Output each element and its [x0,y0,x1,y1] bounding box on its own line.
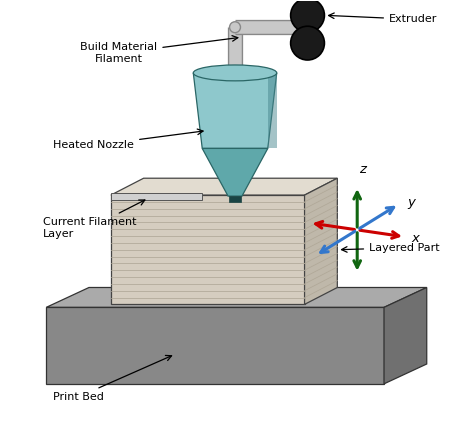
Polygon shape [202,149,268,196]
Polygon shape [305,178,337,304]
Circle shape [291,26,324,60]
Polygon shape [268,73,277,149]
Polygon shape [229,196,241,202]
Text: Build Material
Filament: Build Material Filament [80,36,238,64]
Polygon shape [193,73,277,149]
Text: Heated Nozzle: Heated Nozzle [53,129,203,150]
Polygon shape [46,288,427,307]
Text: Print Bed: Print Bed [53,355,172,402]
Text: Layered Part: Layered Part [341,243,440,253]
Polygon shape [384,288,427,384]
Polygon shape [46,307,384,384]
Text: Current Filament
Layer: Current Filament Layer [43,200,145,239]
Text: y: y [407,196,415,208]
Polygon shape [111,195,305,304]
Text: x: x [411,232,419,245]
Text: Extruder: Extruder [328,13,438,24]
Polygon shape [111,178,337,195]
Circle shape [229,22,240,33]
Circle shape [291,0,324,32]
Polygon shape [111,193,202,200]
Ellipse shape [193,65,277,81]
Text: z: z [359,163,365,176]
